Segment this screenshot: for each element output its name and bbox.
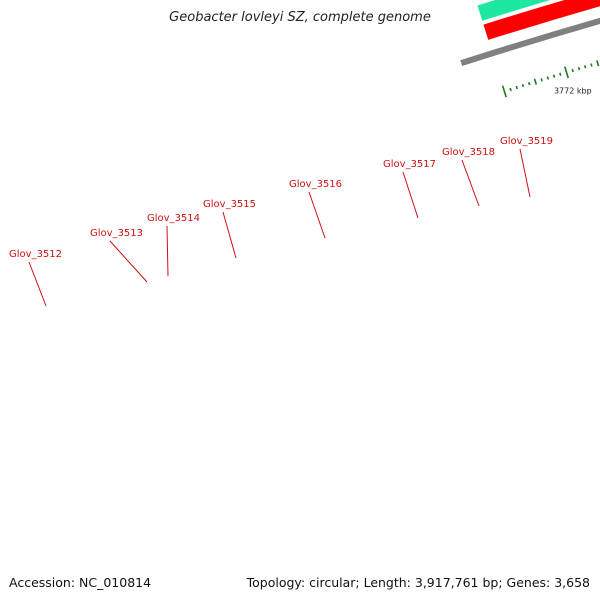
scale-tick: [596, 60, 600, 67]
scale-tick: [590, 63, 593, 67]
gene-leader-line: [402, 171, 419, 219]
accession-text: Accession: NC_010814: [9, 575, 152, 590]
gene-track: [477, 0, 551, 21]
gene-label-glov-3517: Glov_3517: [383, 159, 436, 170]
scale-tick: [546, 76, 550, 80]
gene-leader-line: [308, 191, 326, 239]
gene-label-glov-3519: Glov_3519: [500, 136, 553, 147]
scale-labels: 3772 kbp3773 kbp3774 kbp3775 kbp3776 kbp…: [554, 86, 592, 95]
cds-track: [483, 0, 600, 40]
scale-label: 3772 kbp: [554, 86, 592, 95]
scale-tick: [509, 87, 512, 92]
gene-leader-line: [461, 159, 480, 207]
scale-tick: [533, 78, 538, 85]
map-title: Geobacter lovleyi SZ, complete genome: [169, 10, 431, 25]
scale-tick: [571, 68, 574, 73]
scale-tick: [521, 83, 525, 88]
scale-tick: [501, 85, 507, 98]
gene-label-glov-3518: Glov_3518: [442, 147, 495, 158]
gene-leader-line: [519, 148, 531, 198]
backbone-line: [460, 17, 600, 67]
scale-tick: [577, 67, 581, 71]
summary-text: Topology: circular; Length: 3,917,761 bp…: [246, 575, 590, 590]
gene-label-glov-3515: Glov_3515: [203, 199, 256, 210]
scale-tick: [528, 82, 531, 86]
scale-tick: [515, 85, 519, 90]
gene-label-glov-3514: Glov_3514: [147, 213, 200, 224]
scale-tick: [559, 72, 562, 76]
gene-label-glov-3512: Glov_3512: [9, 249, 62, 260]
scale-tick-track: [501, 60, 600, 98]
backbone-track: [460, 17, 600, 67]
gene-leader-line: [109, 240, 148, 283]
cds-arrow-1: [483, 0, 600, 40]
gene-label-glov-3516: Glov_3516: [289, 179, 342, 190]
gene-leader-line: [166, 225, 169, 277]
gene-leader-line: [222, 211, 237, 259]
scale-tick: [564, 66, 570, 79]
gene-label-glov-3513: Glov_3513: [90, 228, 143, 239]
scale-tick: [540, 78, 543, 82]
gene-leader-line: [28, 261, 47, 307]
scale-tick: [552, 74, 556, 78]
scale-tick: [584, 65, 587, 69]
gene-block-1: [477, 0, 551, 21]
